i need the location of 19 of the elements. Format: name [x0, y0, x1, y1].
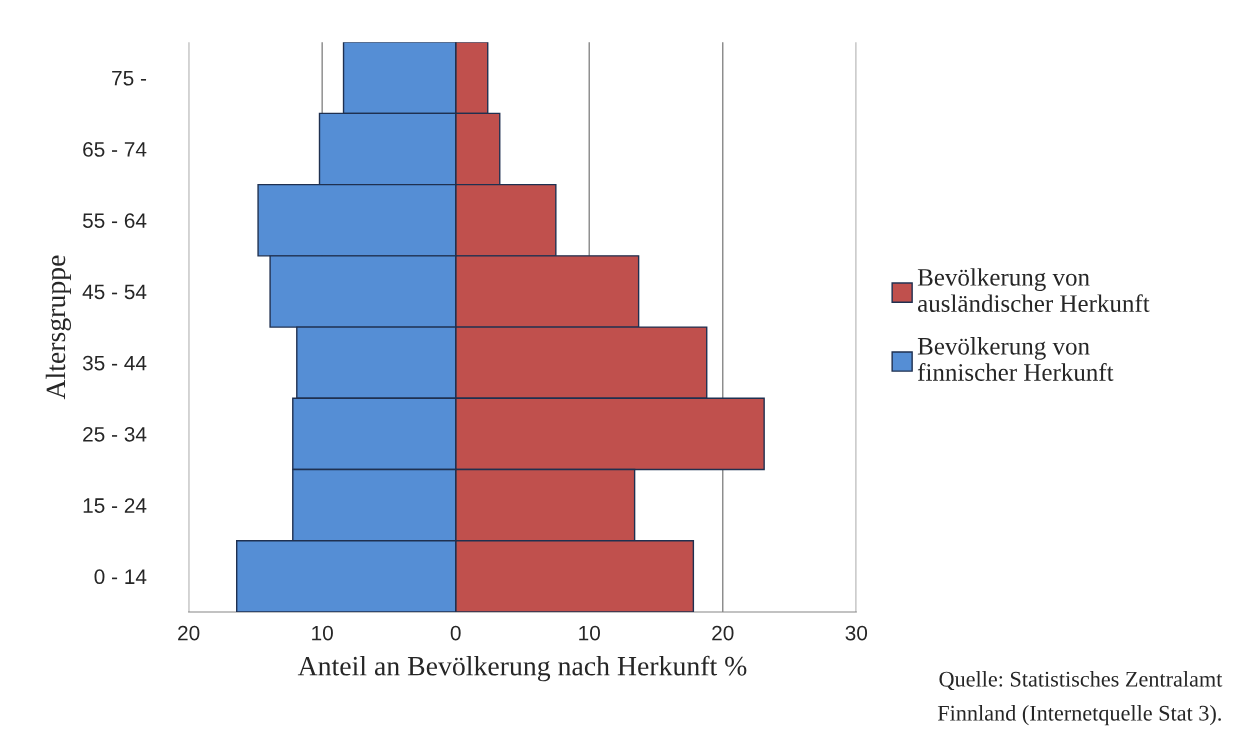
- y-tick-label: 35 - 44: [82, 355, 147, 371]
- x-axis-title: Anteil an Bevölkerung nach Herkunft %: [297, 655, 747, 682]
- x-tick-label: 0: [450, 625, 461, 641]
- x-tick-label: 10: [312, 625, 333, 641]
- y-tick-label: 75 -: [112, 71, 147, 86]
- y-tick-label: 25 - 34: [83, 426, 147, 442]
- y-tick-label: 15 - 24: [83, 498, 147, 513]
- y-tick-label: 65 - 74: [83, 142, 147, 157]
- x-tick-label: 10: [579, 625, 600, 641]
- y-tick-label: 45 - 54: [82, 284, 147, 300]
- x-tick-label: 30: [845, 625, 868, 641]
- x-tick-label: 20: [712, 625, 734, 641]
- legend-label: Bevölkerung von ausländischer Herkunft: [917, 268, 1150, 312]
- y-tick-label: 55 - 64: [82, 213, 147, 228]
- source-note: Quelle: Statistisches Zentralamt Finnland (Internetquelle Stat 3).: [937, 671, 1223, 726]
- y-axis-title: Altersgruppe: [45, 255, 71, 400]
- x-tick-label: 20: [178, 625, 200, 641]
- legend-label: Bevölkerung von finnischer Herkunft: [917, 337, 1114, 381]
- y-tick-label: 0 - 14: [94, 569, 147, 585]
